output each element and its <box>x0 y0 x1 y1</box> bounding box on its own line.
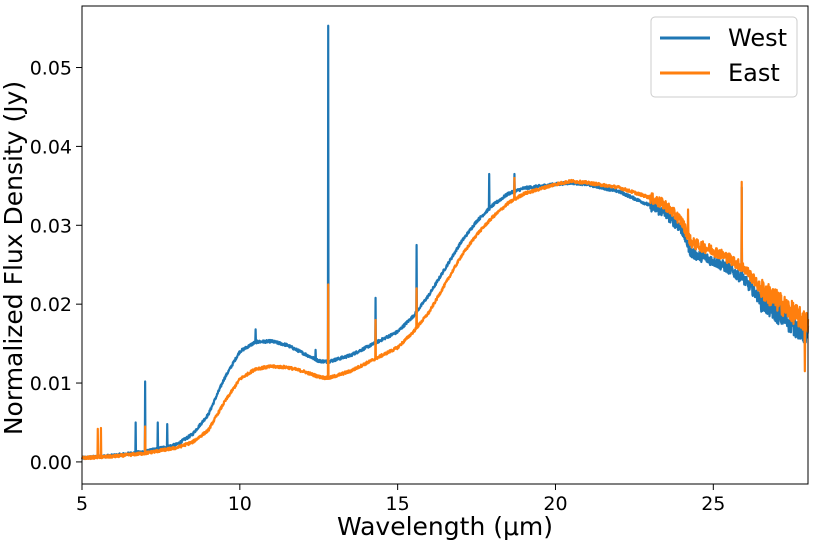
x-tick-label-10: 10 <box>228 493 252 515</box>
y-tick-label-3: 0.03 <box>30 215 72 237</box>
y-tick-label-4: 0.04 <box>30 136 72 158</box>
legend-label-east: East <box>728 59 780 87</box>
y-tick-label-1: 0.01 <box>30 373 72 395</box>
y-tick-label-0: 0.00 <box>30 452 72 474</box>
x-tick-label-15: 15 <box>386 493 410 515</box>
series-east <box>80 176 810 461</box>
series-line-east <box>80 176 810 461</box>
x-tick-label-5: 5 <box>76 493 88 515</box>
legend: West East <box>650 16 798 98</box>
y-tick-label-2: 0.02 <box>30 294 72 316</box>
y-axis-label: Normalized Flux Density (Jy) <box>0 81 28 435</box>
y-tick-label-5: 0.05 <box>30 58 72 80</box>
x-axis-label: Wavelength (μm) <box>337 512 553 541</box>
legend-label-west: West <box>728 24 787 52</box>
plot-frame <box>81 5 809 485</box>
series-layer <box>80 24 810 461</box>
x-tick-label-25: 25 <box>701 493 725 515</box>
y-axis: 0.00 0.01 0.02 0.03 0.04 0.05 <box>30 58 82 474</box>
x-axis: 5 10 15 20 25 <box>76 484 725 515</box>
x-tick-label-20: 20 <box>543 493 567 515</box>
